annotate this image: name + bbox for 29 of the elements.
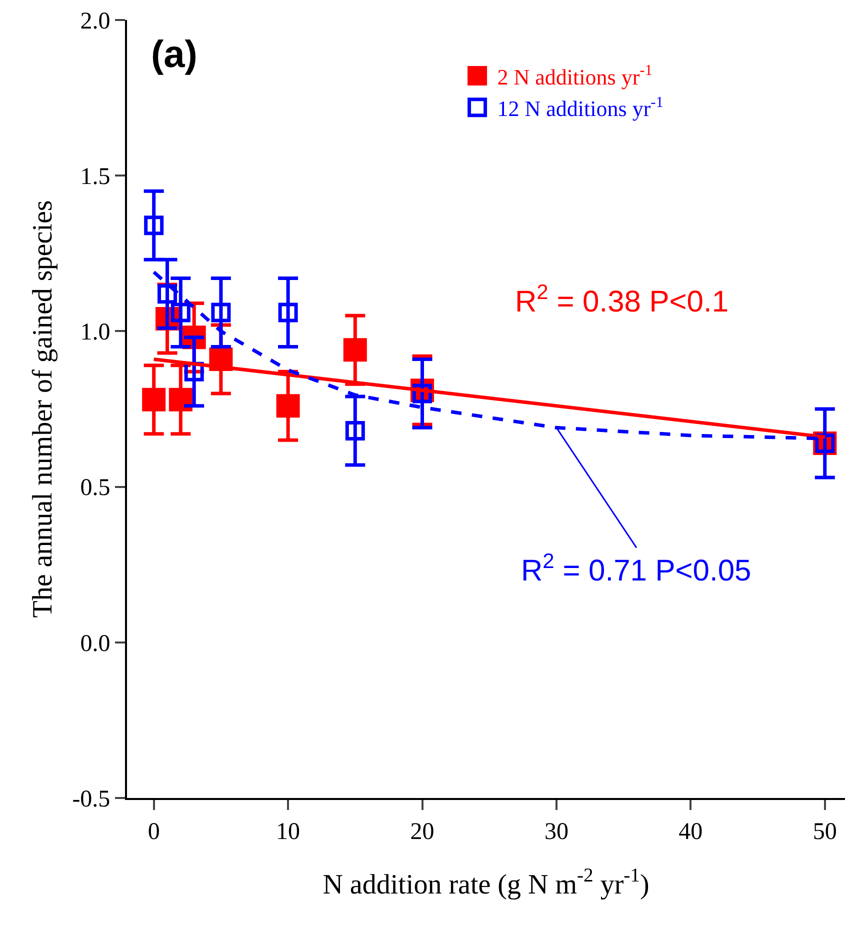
annotation: (a) [151, 34, 198, 76]
point [142, 388, 166, 412]
point [168, 388, 192, 412]
point [345, 421, 365, 441]
y-tick-label: 1.5 [80, 164, 110, 190]
x-tick-label: 50 [812, 818, 837, 845]
point [144, 216, 164, 236]
x-tick-label: 0 [148, 818, 160, 845]
x-axis-title: N addition rate (g N m$^{-2}$ yr$^{-1}$) [322, 866, 650, 900]
legend-label: 2 N additions yr$^{-1}$ [497, 62, 652, 90]
x-tick-label: 10 [276, 818, 300, 845]
legend-label: 12 N additions yr$^{-1}$ [497, 94, 664, 121]
point [278, 302, 298, 322]
point [158, 284, 178, 304]
y-tick-label: -0.5 [72, 786, 110, 812]
point [170, 302, 190, 322]
point [211, 302, 231, 322]
x-tick-label: 20 [410, 818, 434, 845]
y-tick-label: 0.0 [80, 630, 110, 657]
y-tick-label: 1.0 [80, 320, 110, 346]
x-tick-label: 30 [544, 818, 568, 845]
y-tick-label: 2.0 [80, 8, 110, 34]
point [343, 338, 367, 362]
point [276, 394, 300, 418]
y-tick-label: 0.5 [80, 475, 110, 502]
annotation: R$^{2}$ = 0.38 P<0.1 [515, 281, 729, 319]
y-axis-title: The annual number of gained species [27, 200, 58, 618]
x-tick-label: 40 [678, 818, 703, 845]
annotation: R$^{2}$ = 0.71 P<0.05 [521, 550, 752, 588]
